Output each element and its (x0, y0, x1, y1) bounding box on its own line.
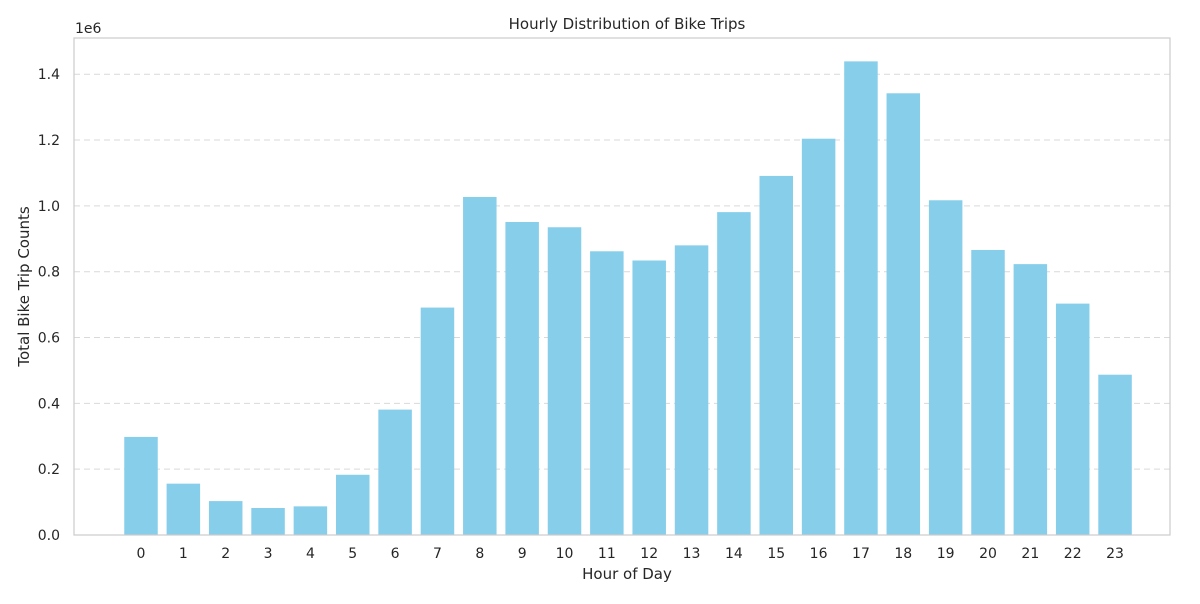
y-axis-ticks: 0.0 0.2 0.4 0.6 0.8 1.0 1.2 1.4 (38, 67, 60, 544)
bar-hour-1 (166, 483, 201, 535)
bar-hour-20 (971, 249, 1005, 535)
bar-hour-16 (801, 138, 836, 535)
x-tick-label: 16 (810, 546, 828, 562)
x-tick-label: 17 (852, 546, 870, 562)
y-tick-label: 0.0 (38, 528, 60, 544)
bar-hour-4 (293, 506, 328, 535)
bar-hour-23 (1098, 374, 1132, 535)
x-tick-label: 12 (640, 546, 658, 562)
x-tick-label: 5 (348, 546, 357, 562)
y-tick-label: 0.2 (38, 462, 60, 478)
bar-hour-17 (844, 61, 878, 536)
y-tick-label: 1.2 (38, 133, 60, 149)
y-axis-label: Total Bike Trip Counts (15, 206, 33, 368)
bar-hour-15 (759, 175, 793, 535)
x-tick-label: 9 (518, 546, 527, 562)
bar-hour-0 (124, 436, 158, 535)
bar-hour-13 (674, 245, 709, 536)
bar-hour-14 (717, 212, 751, 535)
bar-hour-18 (886, 93, 921, 536)
y-tick-label: 1.4 (38, 67, 60, 83)
chart-title: Hourly Distribution of Bike Trips (509, 15, 746, 33)
bar-hour-12 (632, 260, 666, 535)
x-tick-label: 14 (725, 546, 743, 562)
bar-hour-19 (928, 200, 963, 535)
bar-hour-8 (463, 196, 497, 535)
bar-hour-6 (378, 409, 412, 535)
x-tick-label: 11 (598, 546, 616, 562)
x-axis-label: Hour of Day (582, 565, 672, 583)
bar-hour-9 (505, 221, 539, 535)
bar-hour-5 (336, 474, 370, 535)
x-tick-label: 6 (391, 546, 400, 562)
y-tick-label: 0.4 (38, 396, 60, 412)
x-tick-label: 18 (894, 546, 912, 562)
x-tick-label: 2 (221, 546, 230, 562)
x-tick-label: 3 (264, 546, 273, 562)
bars (124, 61, 1132, 536)
x-tick-label: 22 (1064, 546, 1082, 562)
x-tick-label: 0 (137, 546, 146, 562)
x-tick-label: 15 (767, 546, 785, 562)
x-tick-label: 23 (1106, 546, 1124, 562)
bar-hour-21 (1013, 264, 1048, 535)
y-tick-label: 0.6 (38, 331, 60, 347)
bar-hour-7 (420, 307, 455, 535)
y-tick-label: 1.0 (38, 199, 60, 215)
x-axis-ticks: 0 1 2 3 4 5 6 7 8 9 10 11 12 13 14 15 16 17 18 19 20 21 22 23 (137, 546, 1124, 562)
x-tick-label: 10 (556, 546, 574, 562)
x-tick-label: 19 (937, 546, 955, 562)
bar-hour-2 (208, 501, 243, 535)
bar-hour-3 (251, 508, 285, 535)
x-tick-label: 20 (979, 546, 997, 562)
x-tick-label: 21 (1021, 546, 1039, 562)
x-tick-label: 13 (683, 546, 701, 562)
bar-hour-10 (547, 227, 582, 535)
x-tick-label: 1 (179, 546, 188, 562)
bar-hour-22 (1055, 303, 1090, 535)
bar-hour-11 (590, 251, 624, 536)
x-tick-label: 8 (475, 546, 484, 562)
y-tick-label: 0.8 (38, 265, 60, 281)
y-axis-offset-label: 1e6 (75, 21, 102, 37)
x-tick-label: 4 (306, 546, 315, 562)
x-tick-label: 7 (433, 546, 442, 562)
plot-frame (73, 37, 1171, 536)
